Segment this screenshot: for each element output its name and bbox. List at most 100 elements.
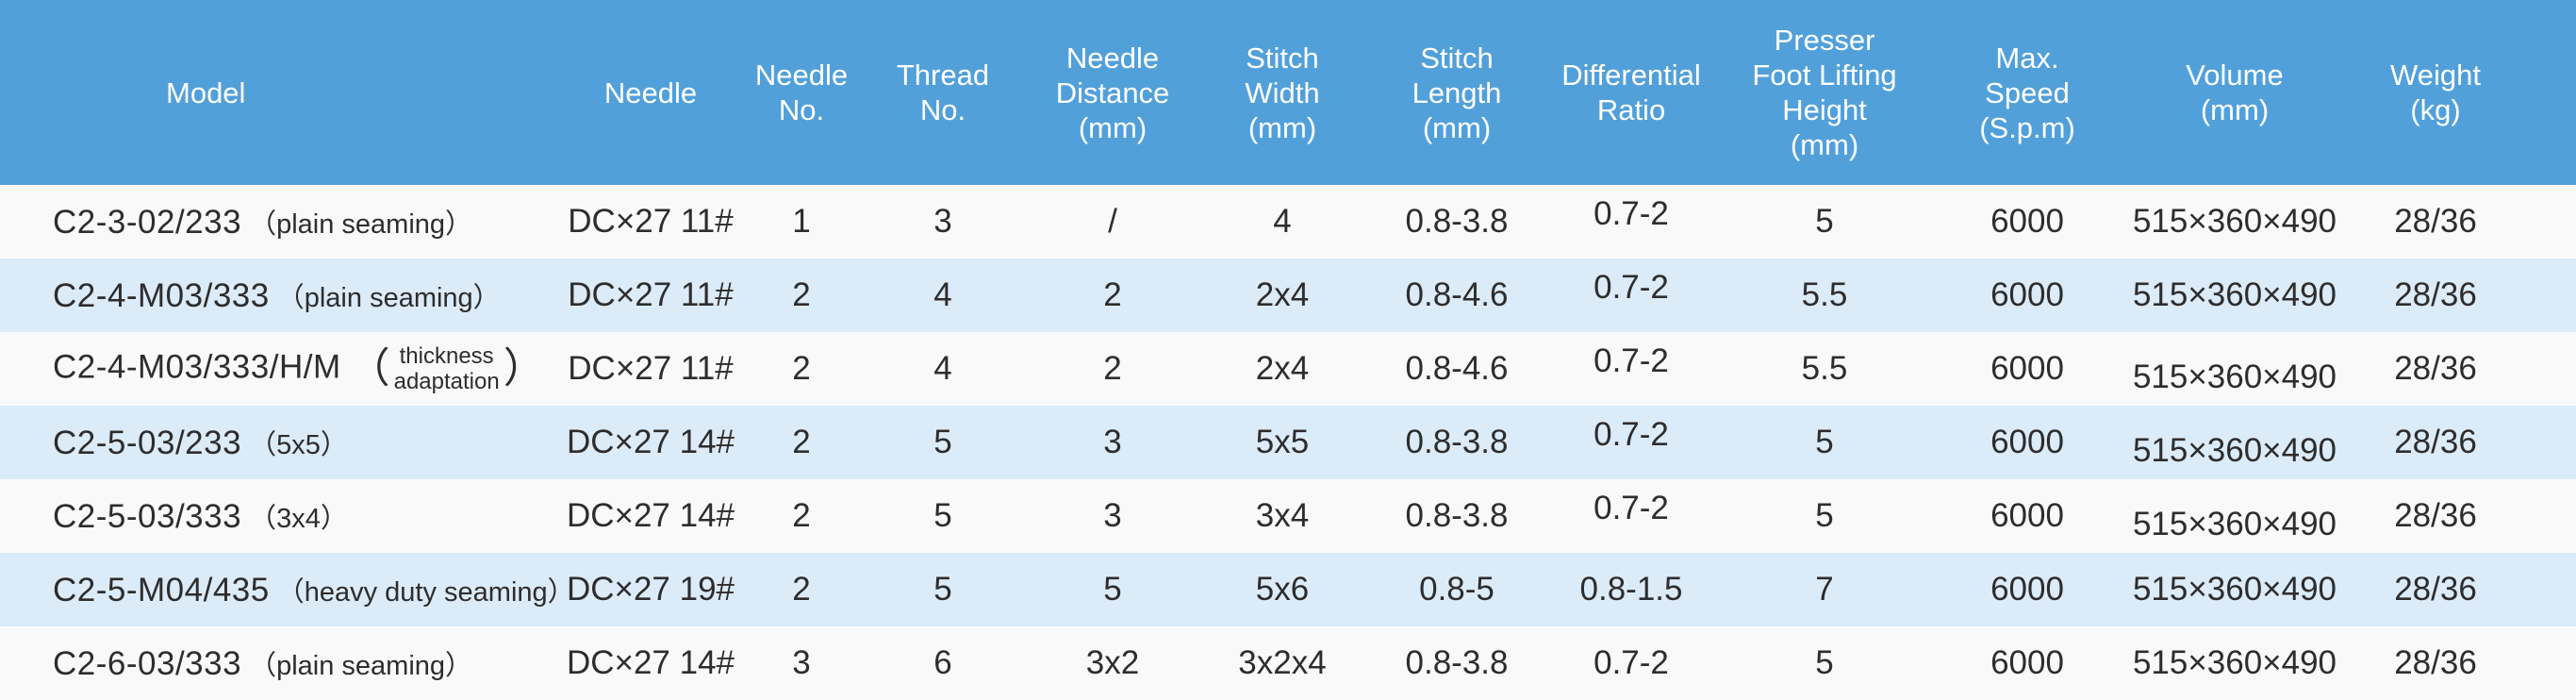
header-needle-no: Needle No. xyxy=(745,0,858,185)
cell-volume: 515×360×490 xyxy=(2132,432,2337,469)
model-note: （heavy duty seaming） xyxy=(276,577,575,608)
model-note: （ thickness adaptation） xyxy=(349,343,545,394)
cell-stitch-width: 2x4 xyxy=(1255,350,1310,387)
model-note: （5x5） xyxy=(249,430,348,460)
model-note-line2: adaptation xyxy=(393,369,500,394)
cell-needle-distance: 5 xyxy=(1103,571,1122,608)
model-name: C2-4-M03/333/H/M xyxy=(53,348,341,386)
cell-thread-no: 4 xyxy=(933,350,952,387)
cell-presser-foot-height: 7 xyxy=(1815,571,1834,608)
cell-stitch-length: 0.8-4.6 xyxy=(1405,276,1509,313)
table-header-row: Model Needle Needle No. Thread No. Needl… xyxy=(0,0,2576,185)
cell-thread-no: 5 xyxy=(933,424,952,460)
cell-model: C2-3-02/233 （plain seaming） xyxy=(0,185,556,258)
cell-presser-foot-height: 5.5 xyxy=(1801,350,1848,387)
cell-needle: DC×27 14# xyxy=(566,644,735,681)
header-needle: Needle xyxy=(556,0,745,185)
cell-needle: DC×27 19# xyxy=(566,571,735,608)
table-row: C2-5-03/333 （3x4） DC×27 14# 2 5 3 3x4 0.8… xyxy=(0,479,2576,553)
cell-differential-ratio: 0.7-2 xyxy=(1593,269,1669,306)
model-note: （plain seaming） xyxy=(249,209,473,240)
header-needle-distance: Needle Distance (mm) xyxy=(1028,0,1197,185)
cell-thread-no: 6 xyxy=(933,644,952,681)
cell-stitch-width: 5x6 xyxy=(1255,571,1310,608)
model-note-line1: thickness xyxy=(399,343,494,369)
cell-differential-ratio: 0.7-2 xyxy=(1593,644,1669,681)
cell-stitch-width: 3x2x4 xyxy=(1238,644,1327,681)
cell-max-speed: 6000 xyxy=(1990,203,2064,240)
cell-needle: DC×27 11# xyxy=(568,350,734,387)
cell-volume: 515×360×490 xyxy=(2132,506,2337,542)
cell-thread-no: 3 xyxy=(933,203,952,240)
cell-needle-distance: 2 xyxy=(1103,350,1122,387)
cell-needle-no: 2 xyxy=(792,497,811,534)
cell-presser-foot-height: 5 xyxy=(1815,203,1834,240)
model-note: （3x4） xyxy=(249,504,348,534)
cell-differential-ratio: 0.7-2 xyxy=(1593,342,1669,379)
cell-max-speed: 6000 xyxy=(1990,350,2064,387)
cell-needle-distance: 3 xyxy=(1103,497,1122,534)
cell-stitch-length: 0.8-5 xyxy=(1419,571,1494,608)
cell-weight: 28/36 xyxy=(2394,203,2477,240)
cell-max-speed: 6000 xyxy=(1990,644,2064,681)
cell-weight: 28/36 xyxy=(2394,497,2477,534)
table-row: C2-5-M04/435 （heavy duty seaming） DC×27 1… xyxy=(0,553,2576,626)
cell-needle-distance: 3x2 xyxy=(1085,644,1140,681)
cell-needle-distance: / xyxy=(1108,203,1117,240)
cell-needle: DC×27 11# xyxy=(568,203,734,240)
table-row: C2-5-03/233 （5x5） DC×27 14# 2 5 3 5x5 0.8… xyxy=(0,406,2576,479)
model-name: C2-5-03/233 xyxy=(53,425,242,461)
model-name: C2-5-M04/435 xyxy=(53,572,270,608)
cell-max-speed: 6000 xyxy=(1990,571,2064,608)
cell-weight: 28/36 xyxy=(2394,424,2477,460)
cell-volume: 515×360×490 xyxy=(2132,276,2337,313)
cell-needle: DC×27 14# xyxy=(566,497,735,534)
cell-model: C2-5-03/233 （5x5） xyxy=(0,406,556,479)
cell-needle-no: 1 xyxy=(792,203,811,240)
model-name: C2-5-03/333 xyxy=(53,498,242,535)
cell-stitch-width: 5x5 xyxy=(1255,424,1310,460)
cell-stitch-width: 2x4 xyxy=(1255,276,1310,313)
cell-needle-no: 2 xyxy=(792,424,811,460)
table-row: C2-4-M03/333 （plain seaming） DC×27 11# 2 … xyxy=(0,258,2576,332)
cell-differential-ratio: 0.8-1.5 xyxy=(1579,571,1683,608)
cell-thread-no: 4 xyxy=(933,276,952,313)
model-name: C2-6-03/333 xyxy=(53,645,242,682)
header-max-speed: Max. Speed (S.p.m) xyxy=(1933,0,2122,185)
cell-stitch-width: 4 xyxy=(1273,203,1292,240)
cell-needle: DC×27 11# xyxy=(568,276,734,313)
open-paren: （ xyxy=(348,345,390,392)
cell-differential-ratio: 0.7-2 xyxy=(1593,416,1669,453)
cell-model: C2-4-M03/333 （plain seaming） xyxy=(0,258,556,332)
cell-model: C2-5-03/333 （3x4） xyxy=(0,479,556,553)
cell-stitch-width: 3x4 xyxy=(1255,497,1310,534)
cell-model: C2-6-03/333 （plain seaming） xyxy=(0,626,556,700)
model-name: C2-3-02/233 xyxy=(53,204,242,241)
cell-differential-ratio: 0.7-2 xyxy=(1593,490,1669,526)
cell-needle-distance: 3 xyxy=(1103,424,1122,460)
cell-volume: 515×360×490 xyxy=(2132,358,2337,395)
header-thread-no: Thread No. xyxy=(858,0,1028,185)
header-stitch-length: Stitch Length (mm) xyxy=(1367,0,1546,185)
cell-max-speed: 6000 xyxy=(1990,497,2064,534)
cell-stitch-length: 0.8-4.6 xyxy=(1405,350,1509,387)
cell-volume: 515×360×490 xyxy=(2132,644,2337,681)
header-differential-ratio: Differential Ratio xyxy=(1546,0,1716,185)
header-stitch-width: Stitch Width (mm) xyxy=(1197,0,1367,185)
cell-thread-no: 5 xyxy=(933,497,952,534)
cell-model: C2-5-M04/435 （heavy duty seaming） xyxy=(0,553,575,626)
cell-presser-foot-height: 5 xyxy=(1815,497,1834,534)
cell-weight: 28/36 xyxy=(2394,644,2477,681)
cell-stitch-length: 0.8-3.8 xyxy=(1405,497,1509,534)
cell-thread-no: 5 xyxy=(933,571,952,608)
header-weight: Weight (kg) xyxy=(2348,0,2576,185)
cell-needle-no: 2 xyxy=(792,276,811,313)
cell-stitch-length: 0.8-3.8 xyxy=(1405,644,1509,681)
cell-stitch-length: 0.8-3.8 xyxy=(1405,424,1509,460)
cell-needle-no: 2 xyxy=(792,350,811,387)
cell-weight: 28/36 xyxy=(2394,350,2477,387)
header-model: Model xyxy=(0,0,556,185)
cell-volume: 515×360×490 xyxy=(2132,571,2337,608)
